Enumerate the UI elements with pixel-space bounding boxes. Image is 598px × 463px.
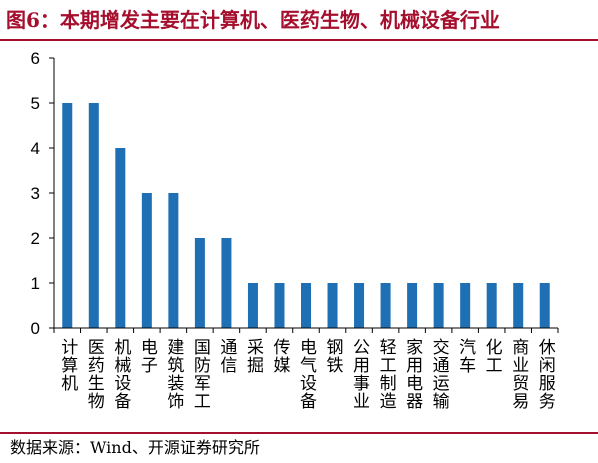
bar — [327, 283, 338, 328]
bar — [247, 283, 258, 328]
x-tick-label: 建筑装饰 — [163, 338, 184, 410]
bar — [274, 283, 285, 328]
bar — [88, 103, 99, 328]
x-tick-label: 电子 — [137, 338, 158, 374]
x-tick-label: 商业贸易 — [508, 338, 529, 410]
title-rule — [0, 39, 598, 41]
x-tick-label: 家用电器 — [402, 338, 423, 410]
bar — [301, 283, 311, 328]
x-tick-label: 汽车 — [455, 338, 476, 374]
y-tick-label: 3 — [31, 184, 40, 203]
x-tick-label: 计算机 — [57, 338, 78, 392]
x-tick-label: 采掘 — [243, 338, 264, 374]
x-tick-label: 休闲服务 — [535, 338, 556, 410]
y-tick-label: 5 — [31, 94, 40, 113]
bar — [62, 103, 73, 328]
y-tick-label: 0 — [31, 319, 40, 338]
x-axis: 计算机 医药生物 机械设备 电子 建筑装饰 国防军工 通信 采掘 传媒 电气设备 钢铁 公用事业 轻工制… — [53, 327, 559, 410]
x-tick-label: 钢铁 — [323, 338, 344, 374]
x-tick-label: 公用事业 — [349, 338, 370, 410]
y-tick-label: 6 — [31, 49, 40, 68]
x-tick-label: 机械设备 — [110, 338, 131, 410]
x-tick-label: 传媒 — [269, 338, 290, 374]
x-tick-label: 化工 — [482, 338, 503, 374]
bar — [221, 238, 232, 328]
bar — [460, 283, 471, 328]
bar — [194, 238, 205, 328]
x-tick-label: 电气设备 — [296, 338, 317, 410]
bar — [539, 283, 550, 328]
bar — [115, 148, 126, 328]
bar — [141, 193, 152, 328]
x-tick-label: 交通运输 — [429, 338, 450, 410]
x-tick-label: 通信 — [216, 338, 237, 374]
bar — [433, 283, 444, 328]
source-rule — [0, 432, 598, 434]
figure-title: 图6：本期增发主要在计算机、医药生物、机械设备行业 — [6, 8, 500, 32]
y-tick-label: 2 — [31, 229, 40, 248]
bar — [486, 283, 497, 328]
bar — [354, 283, 365, 328]
x-tick-label: 轻工制造 — [376, 338, 397, 410]
bar — [380, 283, 391, 328]
bar — [168, 193, 179, 328]
y-tick-label: 4 — [31, 139, 40, 158]
bar-chart: 0 1 2 3 4 5 6 计算机 医药生物 机械设备 电子 建筑装饰 国防军工 通信 采掘 传媒 电气设备钢… — [31, 49, 559, 410]
y-axis: 0 1 2 3 4 5 6 — [31, 49, 55, 338]
y-tick-label: 1 — [31, 274, 40, 293]
bars — [62, 103, 550, 328]
bar — [407, 283, 418, 328]
figure-source: 数据来源：Wind、开源证券研究所 — [10, 438, 260, 457]
x-tick-label: 国防军工 — [190, 338, 211, 410]
bar — [513, 283, 524, 328]
x-tick-label: 医药生物 — [84, 338, 105, 410]
